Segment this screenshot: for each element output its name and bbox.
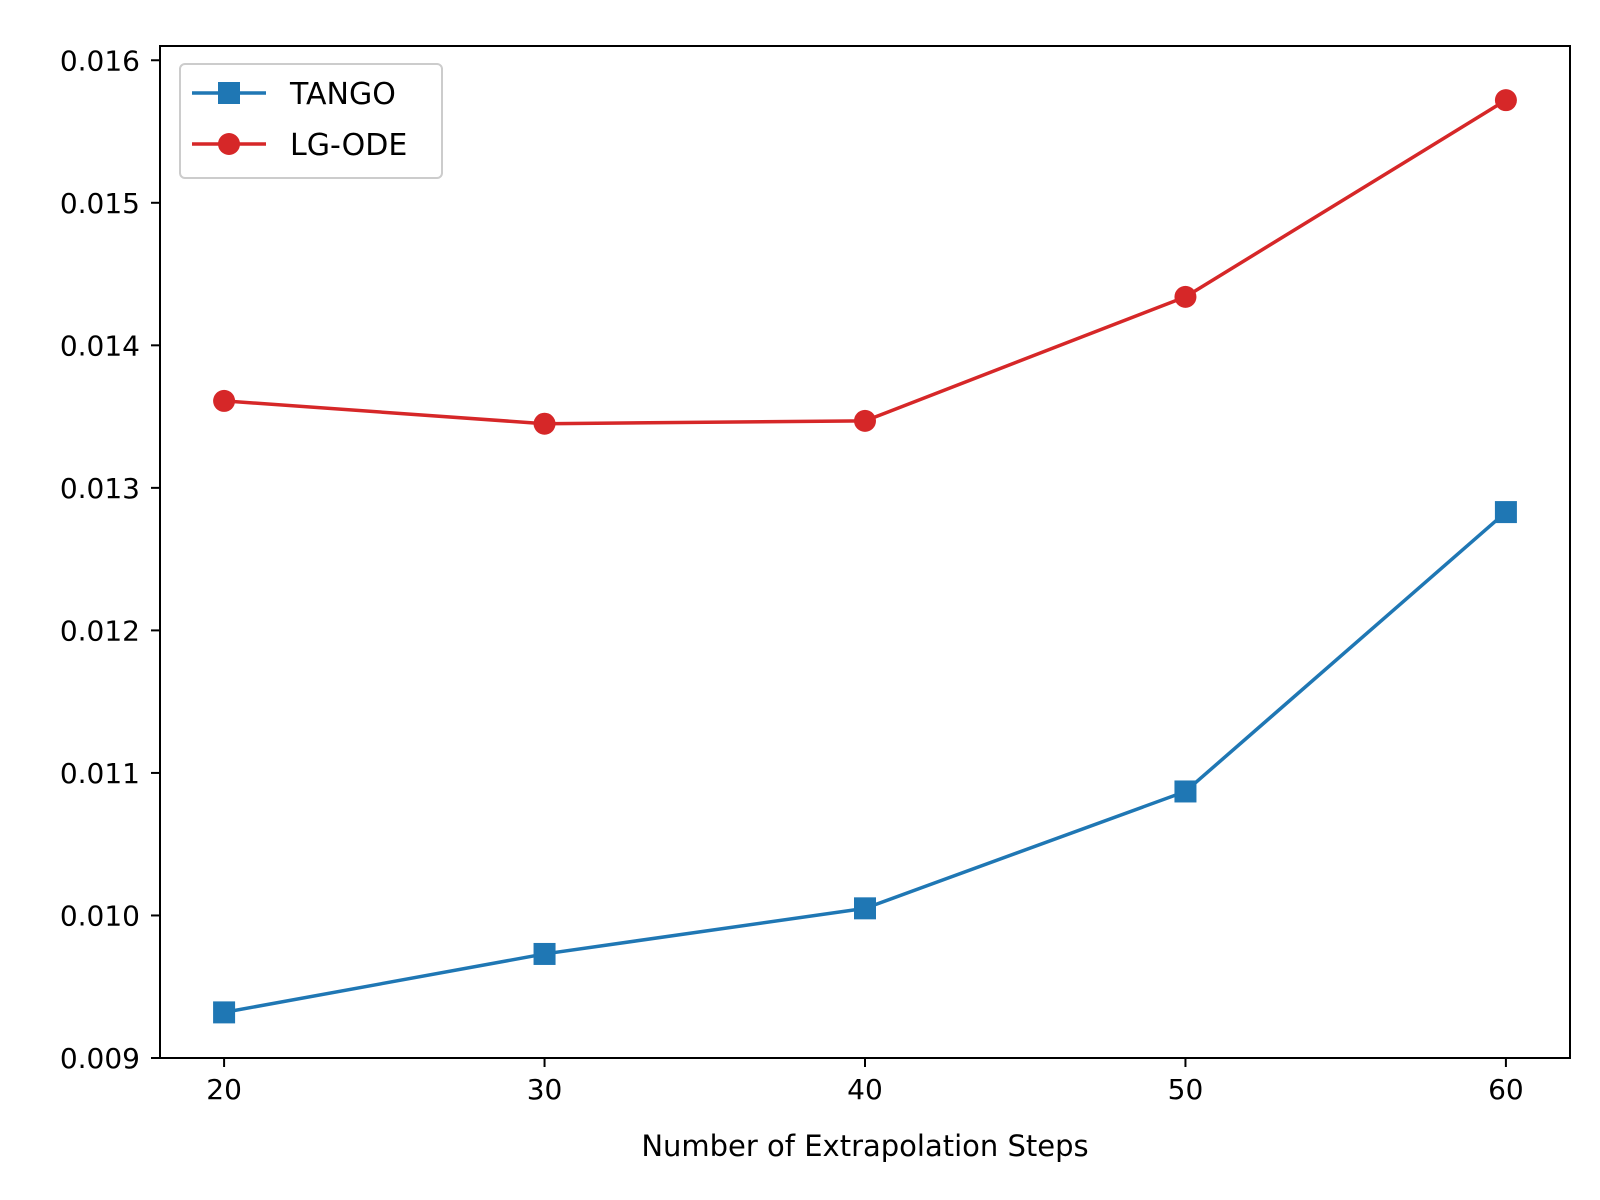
series-tango: [213, 501, 1517, 1024]
y-tick-label: 0.010: [60, 899, 140, 932]
y-tick-label: 0.014: [60, 329, 140, 362]
y-tick-label: 0.013: [60, 472, 140, 505]
series-layer: [213, 89, 1517, 1024]
y-tick-label: 0.015: [60, 187, 140, 220]
x-axis-label: Number of Extrapolation Steps: [641, 1129, 1088, 1163]
legend-entry-tango: TANGO: [192, 77, 396, 112]
data-point-tango: [1174, 780, 1197, 803]
data-point-tango: [533, 942, 556, 965]
y-tick-label: 0.009: [60, 1042, 140, 1075]
legend: TANGO LG-ODE: [179, 63, 443, 179]
data-point-tango: [213, 1001, 236, 1024]
data-point-tango: [1494, 501, 1517, 524]
y-tick-label: 0.011: [60, 757, 140, 790]
y-axis-ticks: 0.009 0.010 0.011 0.012 0.013 0.014 0.015 0.016: [60, 44, 160, 1075]
data-point-tango: [854, 897, 876, 920]
y-tick-label: 0.016: [60, 44, 140, 77]
series-lg-ode: [213, 89, 1517, 435]
legend-entry-lg-ode: LG-ODE: [192, 128, 407, 163]
x-axis-ticks: 20 30 40 50 60: [206, 1058, 1524, 1106]
data-point-lg-ode: [213, 389, 236, 412]
plot-frame: [159, 45, 1571, 1059]
data-point-lg-ode: [854, 409, 876, 432]
x-tick-label: 30: [527, 1073, 563, 1106]
x-tick-label: 20: [206, 1073, 242, 1106]
legend-marker-tango: [218, 82, 240, 104]
y-tick-label: 0.012: [60, 614, 140, 647]
legend-marker-lg-ode: [218, 133, 240, 155]
data-point-lg-ode: [1494, 89, 1517, 112]
x-tick-label: 50: [1168, 1073, 1204, 1106]
x-tick-label: 60: [1488, 1073, 1524, 1106]
legend-label-lg-ode: LG-ODE: [290, 128, 407, 163]
data-point-lg-ode: [1174, 285, 1197, 308]
legend-label-tango: TANGO: [289, 77, 396, 112]
x-tick-label: 40: [847, 1073, 883, 1106]
data-point-lg-ode: [533, 412, 556, 435]
